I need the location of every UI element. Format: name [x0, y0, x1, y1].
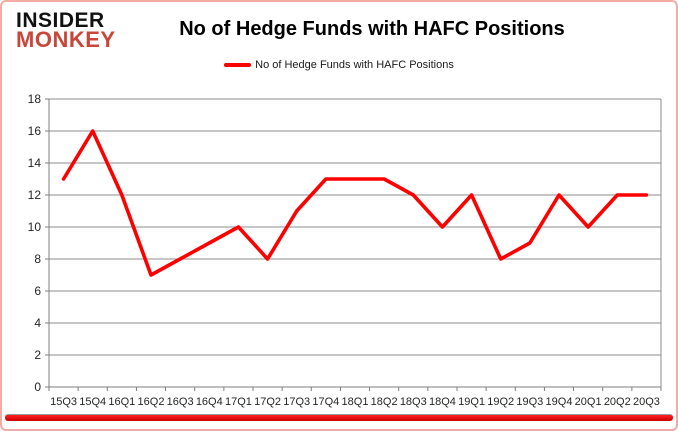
x-tick-label: 19Q3 [516, 396, 543, 408]
x-tick-label: 20Q1 [575, 396, 602, 408]
y-tick-label: 16 [28, 124, 42, 138]
x-tick-label: 17Q3 [283, 396, 310, 408]
y-tick-label: 2 [34, 348, 41, 362]
y-tick-label: 6 [34, 284, 41, 298]
x-tick-label: 18Q4 [429, 396, 456, 408]
y-tick-label: 12 [28, 188, 42, 202]
x-tick-label: 17Q4 [312, 396, 339, 408]
legend-line-swatch [224, 63, 252, 67]
x-tick-label: 16Q2 [138, 396, 165, 408]
x-tick-label: 19Q4 [546, 396, 573, 408]
x-tick-label: 15Q3 [50, 396, 77, 408]
series-line [61, 129, 649, 277]
logo-insider-text: INSIDER [16, 9, 105, 32]
x-tick-label: 17Q1 [225, 396, 252, 408]
x-tick-label: 16Q1 [108, 396, 135, 408]
y-tick-label: 4 [34, 316, 41, 330]
page-title: No of Hedge Funds with HAFC Positions [179, 18, 565, 40]
insider-monkey-logo: INSIDER MONKEY [16, 9, 116, 53]
y-tick-label: 18 [28, 92, 42, 106]
x-tick-label: 19Q2 [487, 396, 514, 408]
x-tick-label: 20Q3 [633, 396, 660, 408]
x-tick-label: 18Q3 [400, 396, 427, 408]
x-tick-label: 19Q1 [458, 396, 485, 408]
x-tick-label: 16Q4 [196, 396, 223, 408]
x-tick-label: 15Q4 [79, 396, 106, 408]
logo-monkey-text: MONKEY [16, 27, 116, 53]
legend-label: No of Hedge Funds with HAFC Positions [255, 59, 454, 71]
chart-legend: No of Hedge Funds with HAFC Positions [2, 59, 676, 71]
x-tick-label: 18Q2 [371, 396, 398, 408]
x-tick-label: 17Q2 [254, 396, 281, 408]
bottom-red-bar [5, 414, 673, 421]
y-tick-label: 14 [28, 156, 42, 170]
y-tick-label: 0 [34, 380, 41, 394]
y-tick-label: 8 [34, 252, 41, 266]
x-tick-label: 20Q2 [604, 396, 631, 408]
x-tick-label: 16Q3 [167, 396, 194, 408]
x-tick-label: 18Q1 [342, 396, 369, 408]
y-tick-label: 10 [28, 220, 42, 234]
